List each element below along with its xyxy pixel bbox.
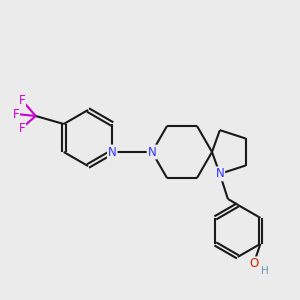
Text: F: F xyxy=(12,107,19,121)
Text: N: N xyxy=(148,146,156,158)
Text: O: O xyxy=(250,257,259,270)
Text: F: F xyxy=(18,122,25,134)
Text: H: H xyxy=(262,266,269,276)
Text: N: N xyxy=(215,167,224,180)
Text: N: N xyxy=(108,146,117,158)
Text: F: F xyxy=(18,94,25,106)
